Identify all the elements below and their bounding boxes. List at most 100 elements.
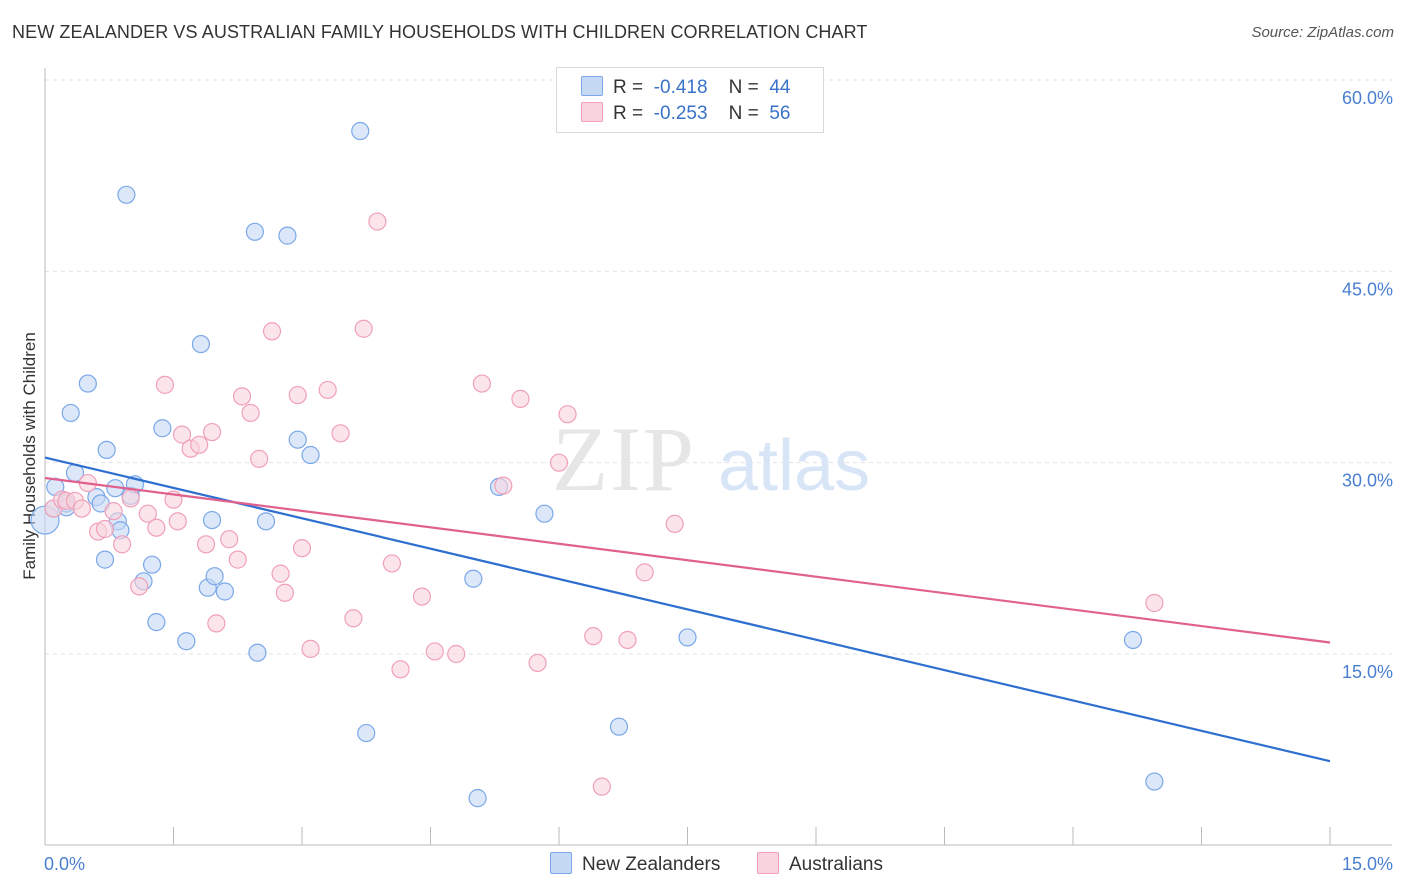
point-australians (232, 387, 252, 406)
point-australians (318, 380, 337, 400)
point-australians (301, 639, 320, 658)
point-australians (72, 499, 91, 518)
point-australians (344, 609, 363, 628)
series-legend-new-zealanders: New Zealanders (550, 852, 720, 876)
point-australians (472, 374, 491, 393)
legend-n-label: N = (728, 77, 759, 98)
point-australians (618, 630, 637, 650)
point-new-zealanders (535, 504, 554, 523)
point-australians (190, 435, 209, 454)
point-australians (584, 627, 603, 646)
series-name: New Zealanders (582, 854, 721, 875)
point-australians (1145, 593, 1164, 613)
point-australians (202, 422, 222, 442)
point-australians (528, 653, 547, 673)
data-points (30, 121, 1164, 808)
point-australians (168, 512, 187, 531)
point-new-zealanders (205, 567, 224, 586)
point-australians (220, 530, 239, 549)
point-new-zealanders (61, 403, 80, 423)
point-new-zealanders (468, 789, 487, 808)
point-australians (196, 535, 216, 554)
series-swatch-new-zealanders (550, 852, 572, 874)
point-australians (425, 642, 444, 661)
point-new-zealanders (97, 440, 116, 460)
series-name: Australians (789, 854, 883, 875)
legend-n-value: 56 (769, 103, 791, 124)
point-new-zealanders (288, 430, 307, 449)
point-australians (412, 587, 432, 606)
point-australians (292, 539, 312, 558)
chart-title: NEW ZEALANDER VS AUSTRALIAN FAMILY HOUSE… (12, 22, 868, 42)
legend-row-new-zealanders: R = -0.418 N = 44 (581, 76, 790, 100)
legend-swatch-new-zealanders (581, 76, 603, 96)
point-australians (354, 319, 373, 338)
legend-swatch-australians (581, 102, 603, 122)
point-new-zealanders (153, 419, 172, 438)
point-australians (138, 504, 157, 523)
point-new-zealanders (202, 510, 222, 530)
trend-line-australians (44, 476, 1331, 644)
point-new-zealanders (1123, 630, 1143, 650)
point-new-zealanders (248, 643, 267, 662)
point-new-zealanders (609, 717, 629, 736)
axes (44, 68, 1392, 846)
point-new-zealanders (1145, 772, 1164, 791)
legend-r-label: R = (613, 103, 644, 124)
point-australians (275, 583, 294, 602)
legend-n-label: N = (728, 103, 759, 124)
y-tick-label: 60.0% (1342, 88, 1393, 108)
trend-line-new-zealanders (44, 456, 1331, 763)
point-australians (592, 777, 611, 796)
point-australians (147, 518, 166, 537)
point-new-zealanders (245, 222, 264, 241)
point-new-zealanders (678, 628, 697, 647)
point-australians (271, 564, 290, 583)
watermark: ZIP atlas (552, 408, 870, 510)
point-australians (155, 375, 175, 394)
point-new-zealanders (117, 185, 136, 204)
legend-n-value: 44 (769, 77, 791, 98)
point-australians (172, 425, 192, 444)
watermark-atlas: atlas (718, 426, 870, 506)
point-australians (121, 489, 140, 508)
point-australians (95, 519, 115, 539)
point-new-zealanders (95, 550, 115, 569)
point-australians (665, 514, 684, 533)
point-new-zealanders (351, 121, 370, 141)
point-australians (549, 453, 569, 472)
point-new-zealanders (177, 632, 196, 651)
stats-legend: R = -0.418 N = 44 R = -0.253 N = 56 (556, 67, 824, 133)
grid-lines (45, 79, 1392, 655)
x-tick-label: 15.0% (1342, 854, 1393, 874)
point-australians (207, 614, 226, 633)
point-new-zealanders (256, 512, 276, 531)
point-australians (250, 449, 269, 468)
point-new-zealanders (215, 582, 234, 601)
point-new-zealanders (142, 555, 162, 574)
x-tick-label: 0.0% (44, 854, 85, 874)
source-label: Source: ZipAtlas.com (1251, 24, 1394, 41)
point-australians (228, 550, 247, 569)
y-tick-label: 45.0% (1342, 279, 1393, 299)
point-australians (494, 476, 513, 495)
point-new-zealanders (147, 613, 166, 632)
point-australians (331, 424, 350, 443)
point-australians (558, 405, 577, 424)
point-australians (635, 563, 654, 582)
y-tick-label: 30.0% (1342, 471, 1393, 491)
point-new-zealanders (301, 445, 320, 465)
point-australians (391, 660, 410, 679)
point-new-zealanders (78, 374, 97, 393)
point-australians (130, 577, 149, 596)
point-new-zealanders (278, 226, 297, 245)
legend-r-value: -0.418 (653, 77, 708, 98)
trend-lines (44, 456, 1331, 763)
point-new-zealanders (464, 569, 483, 588)
y-tick-label: 15.0% (1342, 662, 1393, 682)
point-australians (368, 212, 387, 231)
point-australians (447, 644, 466, 664)
tick-labels: 15.0% 30.0% 45.0% 60.0% 0.0% 15.0% (44, 88, 1393, 874)
legend-r-label: R = (613, 77, 644, 98)
